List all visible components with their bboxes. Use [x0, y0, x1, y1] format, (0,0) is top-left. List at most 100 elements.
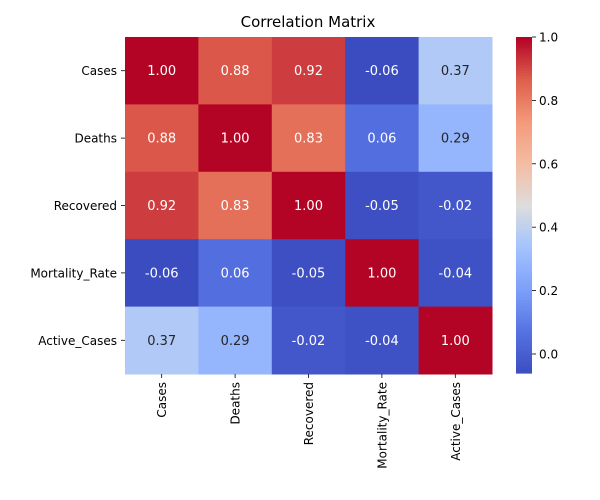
- cell-value-label: -0.04: [438, 266, 472, 281]
- colorbar-segment: [516, 303, 532, 307]
- heatmap-cell: [271, 306, 346, 375]
- colorbar-segment: [516, 87, 532, 91]
- cell-value-label: 1.00: [367, 266, 396, 281]
- cell-value-label: -0.02: [438, 199, 472, 214]
- heatmap-cell: [125, 104, 199, 173]
- colorbar-segment: [516, 101, 532, 105]
- colorbar-segment: [516, 289, 532, 293]
- colorbar-segment: [516, 179, 532, 184]
- heatmap-cell: [418, 306, 493, 375]
- colorbar-segment: [516, 367, 532, 371]
- colorbar-segment: [516, 350, 532, 354]
- cell-value-label: 0.06: [221, 266, 250, 281]
- cell-value-label: 0.92: [147, 199, 176, 214]
- x-tick-label: Recovered: [302, 382, 316, 445]
- colorbar-segment: [516, 364, 532, 368]
- colorbar-tick-label: 0.0: [539, 347, 558, 361]
- cell-value-label: 0.37: [147, 334, 176, 349]
- colorbar-segment: [516, 185, 532, 189]
- cell-value-label: 0.37: [441, 64, 470, 79]
- colorbar-segment: [516, 261, 532, 265]
- heatmap-cells: [125, 37, 493, 375]
- y-tick-label: Cases: [81, 64, 117, 78]
- colorbar-segment: [516, 216, 532, 220]
- colorbar-tick-label: 0.4: [539, 221, 558, 235]
- colorbar-segment: [516, 356, 532, 360]
- colorbar-segment: [516, 174, 532, 178]
- colorbar-segment: [516, 345, 532, 349]
- colorbar-segment: [516, 263, 532, 268]
- colorbar: 0.0 0.2 0.4 0.6 0.8 1.0: [516, 31, 558, 374]
- colorbar-segment: [516, 53, 532, 58]
- colorbar-segment: [516, 51, 532, 55]
- colorbar-segment: [516, 67, 532, 72]
- x-tick-label: Deaths: [229, 382, 243, 425]
- cell-value-label: 0.92: [294, 64, 323, 79]
- colorbar-segment: [516, 59, 532, 63]
- colorbar-segment: [516, 56, 532, 60]
- colorbar-segment: [516, 65, 532, 69]
- colorbar-segment: [516, 294, 532, 298]
- colorbar-tick-label: 0.8: [539, 94, 558, 108]
- heatmap-cell: [271, 171, 346, 240]
- colorbar-segment: [516, 213, 532, 217]
- colorbar-segment: [516, 177, 532, 181]
- heatmap-cell: [125, 37, 199, 105]
- colorbar-segment: [516, 328, 532, 332]
- heatmap-cell: [198, 171, 273, 240]
- heatmap-cell: [198, 104, 273, 173]
- cell-value-label: -0.06: [145, 266, 179, 281]
- colorbar-segment: [516, 45, 532, 49]
- colorbar-segment: [516, 73, 532, 77]
- colorbar-segment: [516, 308, 532, 312]
- colorbar-segment: [516, 171, 532, 175]
- colorbar-segment: [516, 149, 532, 153]
- colorbar-segment: [516, 121, 532, 125]
- chart-title: Correlation Matrix: [241, 13, 376, 31]
- x-tick-label: Active_Cases: [449, 382, 463, 461]
- colorbar-segment: [516, 140, 532, 144]
- colorbar-segment: [516, 339, 532, 343]
- colorbar-segment: [516, 353, 532, 357]
- colorbar-segment: [516, 95, 532, 100]
- heatmap-cell: [418, 37, 493, 105]
- colorbar-segment: [516, 168, 532, 172]
- colorbar-segment: [516, 238, 532, 242]
- colorbar-segment: [516, 193, 532, 198]
- colorbar-segment: [516, 48, 532, 52]
- colorbar-segment: [516, 342, 532, 346]
- heatmap-cell: [125, 171, 199, 240]
- colorbar-segment: [516, 191, 532, 195]
- cell-value-label: -0.02: [292, 334, 326, 349]
- heatmap-cell: [198, 239, 273, 308]
- y-tick-label: Deaths: [74, 132, 117, 146]
- colorbar-segment: [516, 109, 532, 114]
- colorbar-segment: [516, 235, 532, 240]
- colorbar-segment: [516, 219, 532, 223]
- heatmap-cell: [345, 306, 420, 375]
- colorbar-segment: [516, 258, 532, 262]
- cell-value-label: 0.88: [221, 64, 250, 79]
- colorbar-segment: [516, 305, 532, 310]
- colorbar-segment: [516, 39, 532, 44]
- colorbar-segment: [516, 165, 532, 170]
- colorbar-segment: [516, 151, 532, 156]
- colorbar-segment: [516, 249, 532, 254]
- colorbar-segment: [516, 182, 532, 186]
- colorbar-segment: [516, 90, 532, 94]
- colorbar-segment: [516, 112, 532, 116]
- colorbar-segment: [516, 196, 532, 200]
- colorbar-segment: [516, 137, 532, 142]
- cell-value-label: 1.00: [441, 334, 470, 349]
- y-tick-label: Mortality_Rate: [30, 266, 117, 280]
- cell-value-label: 0.29: [441, 132, 470, 147]
- colorbar-tick-label: 0.2: [539, 284, 558, 298]
- cell-value-label: 0.06: [367, 132, 396, 147]
- x-tick-label: Cases: [155, 382, 169, 418]
- colorbar-segment: [516, 347, 532, 352]
- heatmap-cell: [125, 306, 199, 375]
- cell-value-label: 0.29: [221, 334, 250, 349]
- y-axis-ticks: Cases Deaths Recovered Mortality_Rate Active…: [30, 64, 125, 348]
- y-tick-label: Recovered: [54, 199, 117, 213]
